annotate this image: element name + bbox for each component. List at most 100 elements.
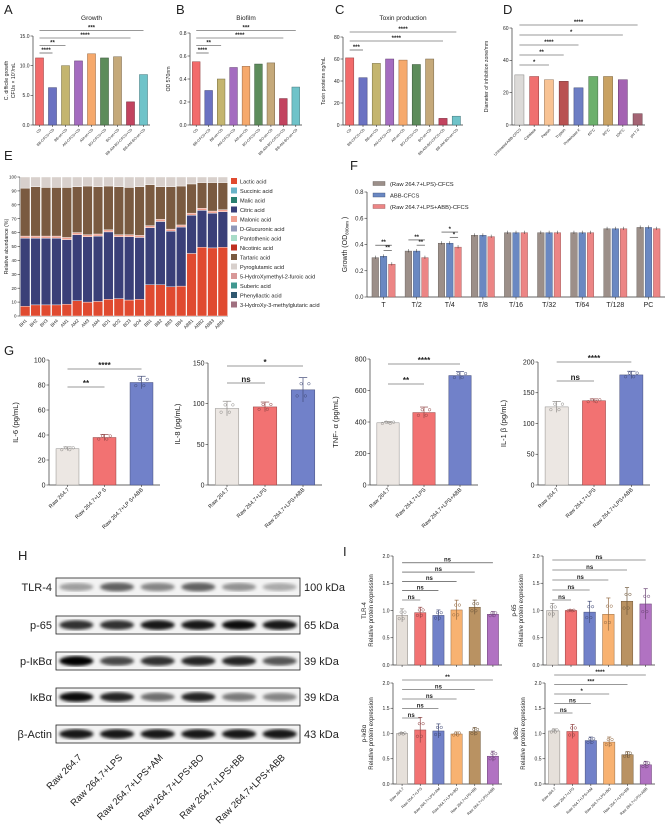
blot-band	[262, 656, 297, 666]
x-tick-label: AM1	[59, 318, 69, 328]
legend-label: D-Glucuronic acid	[240, 227, 284, 233]
blot-band	[99, 620, 135, 630]
x-tick-label: BH4	[49, 318, 59, 328]
stack-segment	[113, 186, 124, 235]
data-point	[456, 613, 460, 617]
data-point	[555, 728, 559, 732]
blot-row: β-Actin 43 kDa	[18, 724, 340, 744]
stack-segment	[155, 221, 166, 285]
data-point	[397, 617, 401, 621]
legend-label: Pyroglutamic acid	[240, 265, 284, 271]
bar	[544, 406, 569, 486]
legend-item: (Raw 264.7+LPS+ABB)-CFCS	[372, 204, 469, 211]
bar	[414, 612, 427, 666]
data-point	[456, 733, 460, 737]
chart-title: Toxin production	[379, 15, 427, 22]
legend-label: Citric acid	[240, 208, 265, 214]
data-point	[551, 728, 555, 732]
stack-segment	[145, 284, 155, 317]
bar	[126, 101, 135, 126]
molecular-weight-label: 65 kDa	[304, 620, 340, 632]
data-point	[570, 726, 574, 730]
blot-band	[181, 620, 216, 630]
bar	[266, 62, 275, 126]
legend-swatch	[231, 197, 237, 203]
stack-segment	[155, 219, 166, 222]
legend-item: Pantothenic acid	[231, 235, 281, 243]
bar	[520, 232, 528, 298]
bar	[380, 256, 388, 298]
significance-label: *	[533, 60, 536, 66]
y-tick-label: 0.6	[355, 216, 364, 222]
y-axis-label: p-65	[512, 604, 518, 617]
data-point	[145, 377, 149, 381]
stack-segment	[134, 186, 145, 236]
legend-label: Phenyllactic acid	[240, 294, 282, 300]
bar	[345, 57, 355, 126]
y-tick-label: 10	[11, 300, 17, 305]
x-tick-label: CD	[346, 128, 353, 135]
x-tick-label: T/2	[412, 302, 422, 309]
bar	[413, 250, 421, 298]
y-tick-label: 2.0	[383, 681, 390, 687]
significance-label: ns	[586, 565, 594, 571]
bar	[636, 227, 644, 298]
data-point	[476, 727, 480, 732]
bar	[487, 236, 495, 298]
data-point	[265, 407, 269, 411]
data-point	[420, 408, 424, 412]
significance-label: ****	[595, 670, 605, 676]
stack-segment	[145, 227, 155, 285]
x-tick-label: BB4	[174, 318, 184, 328]
y-tick-label: 0.0	[533, 663, 540, 669]
y-tick-label: 80	[38, 382, 46, 389]
data-point	[464, 372, 468, 376]
stack-segment	[197, 176, 207, 183]
bar	[537, 232, 545, 298]
x-tick-label: Raw 264.7+LPS+ABB	[592, 487, 635, 530]
molecular-weight-label: 43 kDa	[304, 729, 340, 741]
data-point	[421, 608, 425, 612]
data-point	[590, 398, 594, 402]
bar	[588, 76, 599, 126]
y-axis-label: TLR-4	[362, 602, 368, 619]
data-point	[435, 611, 440, 615]
data-point	[627, 371, 632, 375]
legend-item: ABB-CFCS	[372, 192, 419, 199]
blot-band	[262, 692, 297, 702]
x-tick-label: pH 7.0	[630, 128, 641, 139]
x-tick-label: Untreated ABB-CFCS	[493, 128, 522, 157]
bar	[644, 227, 652, 298]
chart-a: 0.0 5.0 10.0 15.0 C. difficile growth CFUs × …	[4, 15, 150, 156]
data-point	[549, 605, 553, 609]
data-point	[589, 616, 593, 620]
data-point	[632, 375, 636, 379]
stack-segment	[82, 185, 93, 235]
significance-label: **	[539, 50, 544, 56]
x-tick-label: T/64	[575, 302, 589, 309]
stack-segment	[207, 247, 218, 317]
data-point	[108, 434, 112, 438]
stack-segment	[176, 285, 187, 317]
bar	[113, 56, 122, 126]
stack-segment	[124, 236, 135, 301]
stack-segment	[30, 186, 41, 237]
data-point	[586, 400, 590, 404]
stack-segment	[155, 176, 166, 187]
x-tick-label: T/8	[478, 302, 488, 309]
stack-segment	[20, 237, 31, 307]
y-tick-label: 50	[11, 244, 17, 249]
bar	[139, 74, 148, 126]
data-point	[494, 611, 498, 615]
stack-segment	[145, 184, 155, 226]
blot-band	[140, 656, 175, 666]
significance-label: **	[206, 40, 211, 46]
data-point	[624, 592, 628, 596]
stack-segment	[165, 231, 176, 288]
y-tick-label: 0	[363, 482, 367, 489]
y-tick-label: 0.8	[180, 31, 187, 37]
y-tick-label: 0.0	[355, 295, 364, 301]
bar	[192, 61, 201, 126]
data-point	[627, 754, 631, 758]
blot-row: IκBα 39 kDa	[30, 687, 340, 707]
